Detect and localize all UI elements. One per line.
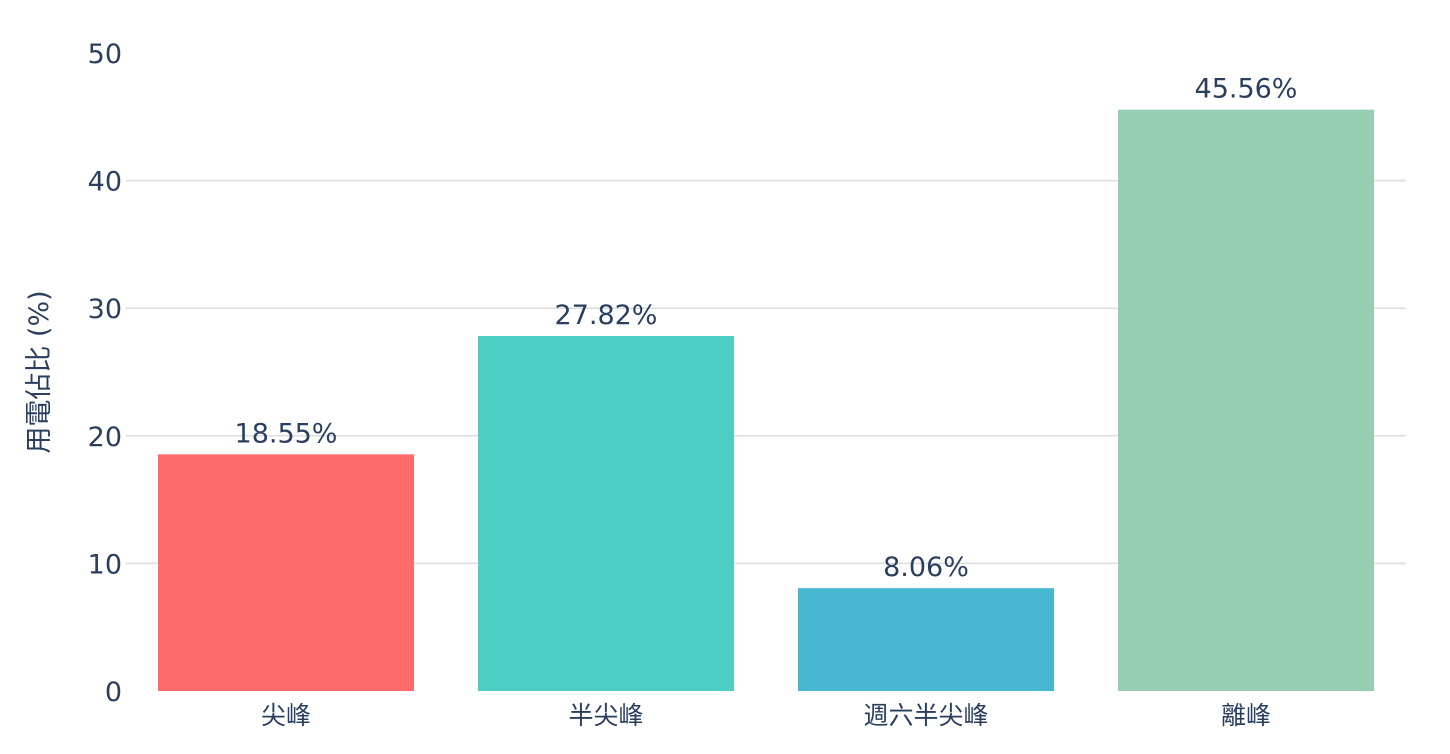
y-axis-title: 用電佔比 (%) (24, 290, 55, 453)
bar (158, 454, 414, 691)
x-tick-label: 尖峰 (261, 701, 311, 730)
y-tick-label: 40 (88, 167, 122, 198)
y-tick-label: 0 (105, 677, 122, 708)
data-label: 45.56% (1195, 74, 1298, 105)
y-tick-label: 30 (88, 294, 122, 325)
data-labels: 18.55% 27.82% 8.06% 45.56% (235, 74, 1298, 584)
bars (158, 109, 1374, 691)
bar (478, 336, 734, 691)
bar (798, 588, 1054, 691)
data-label: 27.82% (555, 300, 658, 331)
y-tick-label: 20 (88, 422, 122, 453)
y-axis-ticks: 0 10 20 30 40 50 (88, 39, 122, 708)
x-axis-ticks: 尖峰 半尖峰 週六半尖峰 離峰 (261, 701, 1271, 730)
x-tick-label: 離峰 (1221, 701, 1271, 730)
bar (1118, 109, 1374, 691)
y-tick-label: 10 (88, 549, 122, 580)
data-label: 8.06% (883, 552, 969, 583)
x-tick-label: 週六半尖峰 (863, 701, 988, 730)
data-label: 18.55% (235, 418, 338, 449)
x-tick-label: 半尖峰 (568, 701, 643, 730)
y-tick-label: 50 (88, 39, 122, 70)
